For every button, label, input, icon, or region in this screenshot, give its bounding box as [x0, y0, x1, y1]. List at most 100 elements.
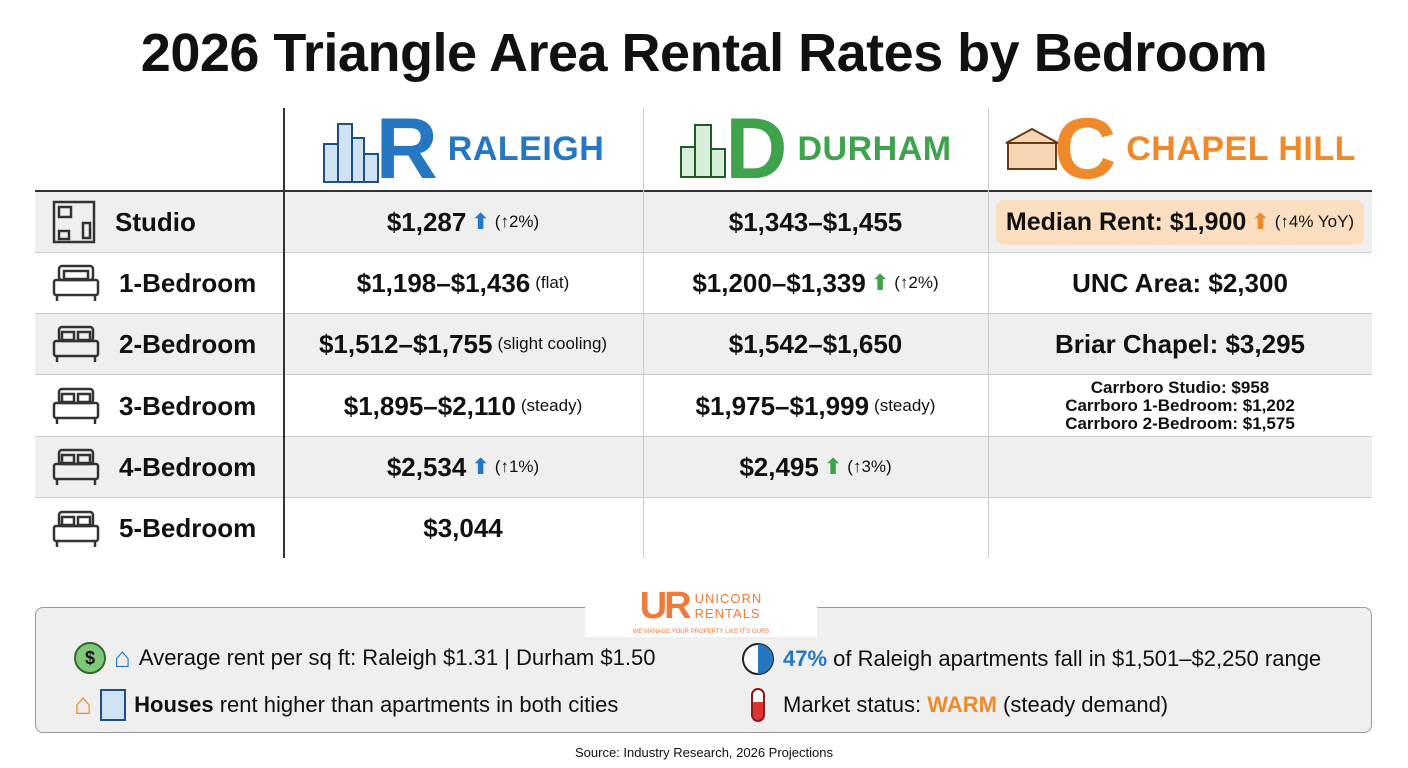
table-row: 4-Bedroom $2,534 ⬆ (↑1%) $2,495 ⬆ (↑3%) [35, 437, 1372, 498]
arrow-up-icon: ⬆ [870, 270, 890, 295]
market-text: (steady demand) [996, 692, 1169, 717]
durham-cell: $1,975–$1,999 (steady) [643, 376, 988, 436]
bed-icon [52, 264, 100, 301]
chapel-hill-label: CHAPEL HILL [1126, 129, 1356, 168]
header-divider [35, 190, 1372, 192]
bedroom-label: Studio [115, 206, 196, 237]
rent-value: $1,287 [386, 206, 467, 237]
rent-value: $1,975–$1,999 [695, 390, 870, 421]
header-raleigh: R RALEIGH [283, 101, 643, 197]
trend-note: (↑3%) [847, 457, 892, 476]
carrboro-line: Carrboro 1-Bedroom: $1,202 [1065, 396, 1295, 415]
column-divider [283, 108, 285, 558]
rent-value: Median Rent: $1,900 [1005, 207, 1247, 236]
percent-text: of Raleigh apartments fall in $1,501–$2,… [827, 646, 1322, 671]
durham-cell: $1,343–$1,455 [643, 192, 988, 252]
market-value: WARM [927, 692, 997, 717]
source-note: Source: Industry Research, 2026 Projecti… [575, 745, 833, 760]
bedroom-label-cell: Studio [35, 192, 283, 252]
raleigh-cell: $1,895–$2,110 (steady) [283, 376, 643, 436]
header-durham: D DURHAM [643, 101, 988, 197]
trend-note: (↑2%) [494, 212, 540, 231]
house-icon: ⌂ [114, 642, 131, 673]
bedroom-label-cell: 2-Bedroom [35, 314, 283, 374]
page-title: 2026 Triangle Area Rental Rates by Bedro… [140, 23, 1268, 83]
arrow-up-icon: ⬆ [471, 454, 490, 479]
bed-icon [52, 325, 100, 362]
trend-note: (steady) [874, 396, 936, 415]
durham-label: DURHAM [797, 129, 952, 168]
trend-note: (↑2%) [894, 273, 939, 292]
durham-cell [643, 498, 988, 559]
trend-note: (steady) [520, 396, 583, 415]
arrow-up-icon: ⬆ [823, 454, 843, 479]
dollar-coin-icon: $ [74, 642, 106, 674]
bedroom-label: 2-Bedroom [119, 328, 257, 359]
rent-value: $1,343–$1,455 [728, 206, 903, 237]
rent-value: $1,895–$2,110 [343, 390, 516, 421]
rent-value: $2,534 [386, 451, 467, 482]
raleigh-cell: $2,534 ⬆ (↑1%) [283, 437, 643, 497]
rent-value: $1,198–$1,436 [356, 267, 531, 298]
bedroom-label: 5-Bedroom [119, 513, 257, 543]
trend-note: (slight cooling) [497, 334, 608, 353]
rent-value: $3,044 [423, 513, 503, 543]
durham-cell: $1,200–$1,339 ⬆ (↑2%) [643, 253, 988, 313]
bed-icon [52, 387, 100, 424]
durham-letter: D [725, 101, 788, 197]
chapel-hill-cell: UNC Area: $2,300 [988, 253, 1372, 313]
chapel-hill-cell [988, 498, 1372, 559]
logo-tagline: WE MANAGE YOUR PROPERTY LIKE IT'S OURS [632, 629, 770, 635]
column-divider [643, 108, 644, 558]
sqft-text: Average rent per sq ft: Raleigh $1.31 | … [138, 645, 656, 670]
arrow-up-icon: ⬆ [471, 209, 490, 234]
bed-icon [52, 510, 100, 547]
market-label: Market status: [783, 692, 928, 717]
rent-value: Briar Chapel: $3,295 [1054, 328, 1305, 359]
bedroom-label: 1-Bedroom [119, 267, 257, 298]
trend-note: (flat) [535, 273, 570, 292]
raleigh-cell: $1,287 ⬆ (↑2%) [283, 192, 643, 252]
rent-value: $1,542–$1,650 [728, 328, 903, 359]
houses-bold: Houses [134, 692, 214, 717]
carrboro-line: Carrboro Studio: $958 [1090, 378, 1270, 397]
table-row: 3-Bedroom $1,895–$2,110 (steady) $1,975–$1,… [35, 376, 1372, 437]
houses-text: rent higher than apartments in both citi… [213, 692, 619, 717]
chapel-hill-letter: C [1054, 101, 1117, 197]
bedroom-label-cell: 4-Bedroom [35, 437, 283, 497]
percent-value: 47% [783, 646, 828, 671]
table-row: 5-Bedroom $3,044 [35, 498, 1372, 559]
rent-value: $1,512–$1,755 [318, 328, 493, 359]
apartment-building-icon [100, 689, 127, 721]
house-icon: ⌂ [74, 688, 93, 721]
chapel-hill-cell [988, 437, 1372, 497]
bedroom-label-cell: 3-Bedroom [35, 376, 283, 436]
chapel-hill-cell: Median Rent: $1,900 ⬆ (↑4% YoY) [988, 192, 1372, 252]
carrboro-line: Carrboro 2-Bedroom: $1,575 [1065, 414, 1295, 433]
durham-cell: $1,542–$1,650 [643, 314, 988, 374]
pie-chart-icon [742, 643, 774, 675]
unicorn-rentals-logo: UR UNICORN RENTALS WE MANAGE YOUR PROPER… [585, 575, 817, 637]
city-skyline-icon [322, 123, 379, 183]
percent-item: 47% of Raleigh apartments fall in $1,501… [741, 642, 1321, 676]
table-row: 1-Bedroom $1,198–$1,436 (flat) $1,200–$1,33… [35, 253, 1372, 314]
bed-icon [52, 448, 100, 485]
raleigh-letter: R [375, 101, 438, 197]
column-divider [988, 108, 989, 558]
thermometer-icon [751, 688, 765, 722]
raleigh-label: RALEIGH [447, 129, 605, 168]
studio-floorplan-icon [52, 200, 96, 244]
raleigh-cell: $1,198–$1,436 (flat) [283, 253, 643, 313]
raleigh-cell: $1,512–$1,755 (slight cooling) [283, 314, 643, 374]
market-item: Market status: WARM (steady demand) [741, 688, 1168, 722]
logo-name-2: RENTALS [694, 606, 761, 621]
table-row: Studio $1,287 ⬆ (↑2%) $1,343–$1,455 Median Re… [35, 192, 1372, 253]
logo-name-1: UNICORN [694, 591, 763, 606]
city-buildings-icon [680, 124, 727, 178]
bedroom-label-cell: 5-Bedroom [35, 498, 283, 559]
durham-cell: $2,495 ⬆ (↑3%) [643, 437, 988, 497]
bedroom-label: 3-Bedroom [119, 390, 257, 421]
rent-value: $2,495 [739, 451, 819, 482]
header-chapel-hill: C CHAPEL HILL [988, 101, 1372, 197]
sqft-item: $ ⌂ Average rent per sq ft: Raleigh $1.3… [74, 642, 655, 674]
